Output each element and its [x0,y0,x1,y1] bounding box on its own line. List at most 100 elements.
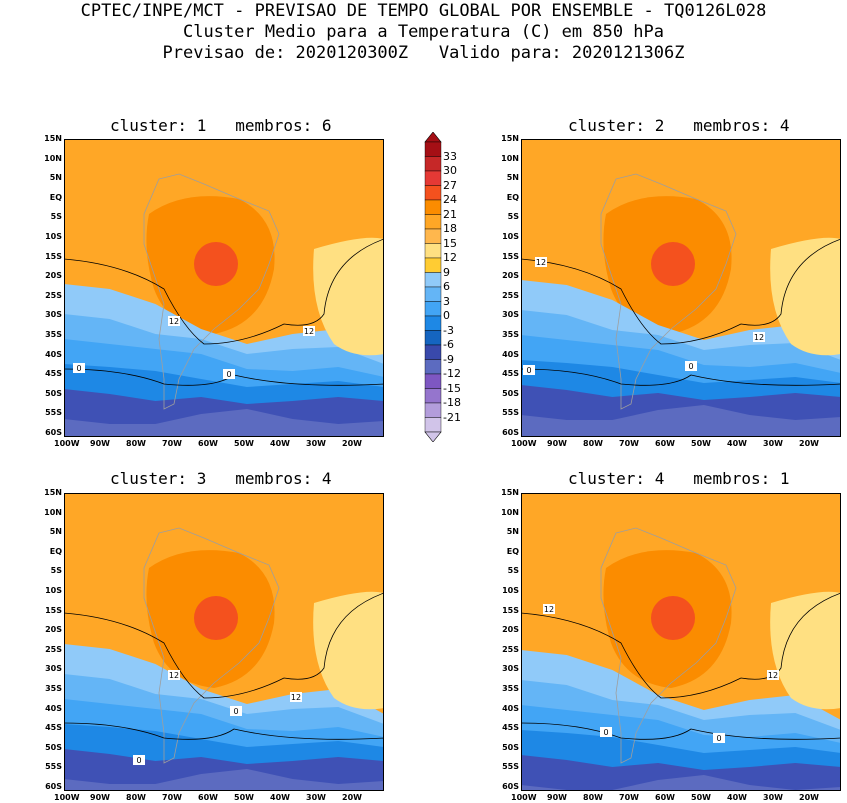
lat-tick-label: EQ [506,546,519,556]
lat-tick-label: 20S [45,625,62,635]
lat-tick-label: 5S [50,212,62,222]
lon-tick-label: 90W [90,793,110,802]
panel-1-title: cluster: 1 membros: 6 [110,116,332,135]
contour-label-text: 0 [603,728,608,737]
lon-tick-label: 30W [763,439,783,448]
lon-tick-label: 70W [162,793,182,802]
lat-tick-label: 10S [502,232,519,241]
lon-tick-label: 40W [727,439,747,448]
lon-tick-label: 60W [198,439,218,448]
colorbar-segment [424,199,442,215]
lon-tick-label: 30W [763,793,783,802]
colorbar-segment [424,301,442,317]
colorbar-label: -15 [443,381,461,395]
colorbar-label: 3 [443,294,450,308]
lat-tick-label: EQ [49,546,62,556]
lat-tick-label: 25S [45,290,62,300]
lat-tick-label: 25S [502,290,519,300]
lon-tick-label: 70W [162,439,182,448]
colorbar-label: 12 [443,251,457,264]
colorbar-segment [424,170,442,186]
colorbar-segment [424,228,442,244]
lat-tick-label: 35S [502,684,519,693]
contour-label: 12 [535,257,547,267]
contour-label-text: 0 [716,734,721,743]
contour-label: 12 [303,326,315,336]
contour-label: 0 [685,361,697,371]
lat-tick-label: 10N [501,507,519,517]
lon-tick-label: 100W [54,439,80,448]
contour-label-text: 0 [233,707,238,716]
lon-tick-label: 70W [619,439,639,448]
colorbar-segment [424,315,442,331]
lat-tick-label: 60S [502,428,519,437]
lat-tick-label: 30S [45,310,62,320]
lat-tick-label: 10S [45,586,62,595]
header-subtitle: Cluster Medio para a Temperatura (C) em … [182,22,665,42]
lon-tick-label: 20W [799,793,819,802]
colorbar-segment [424,141,442,157]
colorbar-label: -6 [443,338,454,351]
lat-tick-label: 55S [45,408,62,418]
colorbar-segment [424,344,442,360]
lon-tick-label: 70W [619,793,639,802]
lat-tick-label: 15N [501,488,519,497]
lon-tick-label: 50W [691,793,711,802]
lat-tick-label: 35S [45,684,62,693]
contour-label: 12 [168,670,180,680]
lat-tick-label: 50S [45,742,62,752]
lat-tick-label: 55S [502,408,519,418]
panel-4-title: cluster: 4 membros: 1 [568,469,790,488]
colorbar-segment [424,272,442,288]
contour-label-text: 0 [76,364,81,373]
lon-tick-label: 90W [90,439,110,448]
lat-tick-label: 35S [502,330,519,339]
lat-tick-label: 15S [45,605,62,615]
lat-tick-label: 55S [502,762,519,772]
contour-label: 0 [713,733,725,743]
lon-tick-label: 20W [799,439,819,448]
lat-tick-label: 30S [502,310,519,320]
colorbar-label: 30 [443,164,457,177]
lat-tick-label: 10N [44,507,62,517]
lon-tick-label: 50W [691,439,711,448]
lon-tick-label: 100W [511,439,537,448]
map-panel-cluster-3: 12 12 0 0 [64,493,384,791]
lon-tick-label: 20W [342,793,362,802]
lat-tick-label: 35S [45,330,62,339]
lon-tick-label: 80W [583,439,603,448]
lon-tick-label: 100W [511,793,537,802]
lon-tick-label: 80W [126,439,146,448]
colorbar-segment [424,373,442,389]
contour-label: 0 [600,727,612,737]
colorbar-segment [424,330,442,346]
lat-tick-label: 15N [44,134,62,143]
colorbar-label: 6 [443,280,450,293]
lat-tick-label: 15S [502,251,519,261]
lon-tick-label: 60W [655,439,675,448]
lat-tick-label: 45S [45,723,62,733]
contour-label-text: 0 [688,362,693,371]
contour-label-text: 12 [304,327,314,336]
lat-tick-label: 45S [45,369,62,379]
lat-tick-label: 5N [506,527,519,537]
lon-tick-label: 40W [270,793,290,802]
colorbar-bottom-arrow [424,431,442,442]
contour-label: 12 [767,670,779,680]
lat-tick-label: 10N [501,153,519,163]
colorbar-label: -18 [443,396,461,409]
lat-tick-label: 60S [45,782,62,791]
colorbar-label: -9 [443,352,454,366]
colorbar-segment [424,156,442,172]
colorbar-segment [424,257,442,273]
colorbar-label: -3 [443,323,454,337]
contour-label-text: 12 [768,671,778,680]
lon-tick-label: 80W [126,793,146,802]
header-title: CPTEC/INPE/MCT - PREVISAO DE TEMPO GLOBA… [80,1,767,21]
lon-tick-label: 40W [270,439,290,448]
contour-label-text: 12 [754,333,764,342]
lat-tick-label: 50S [45,388,62,398]
lat-tick-label: 15N [501,134,519,143]
lat-tick-label: 10S [502,586,519,595]
lon-tick-label: 50W [234,439,254,448]
